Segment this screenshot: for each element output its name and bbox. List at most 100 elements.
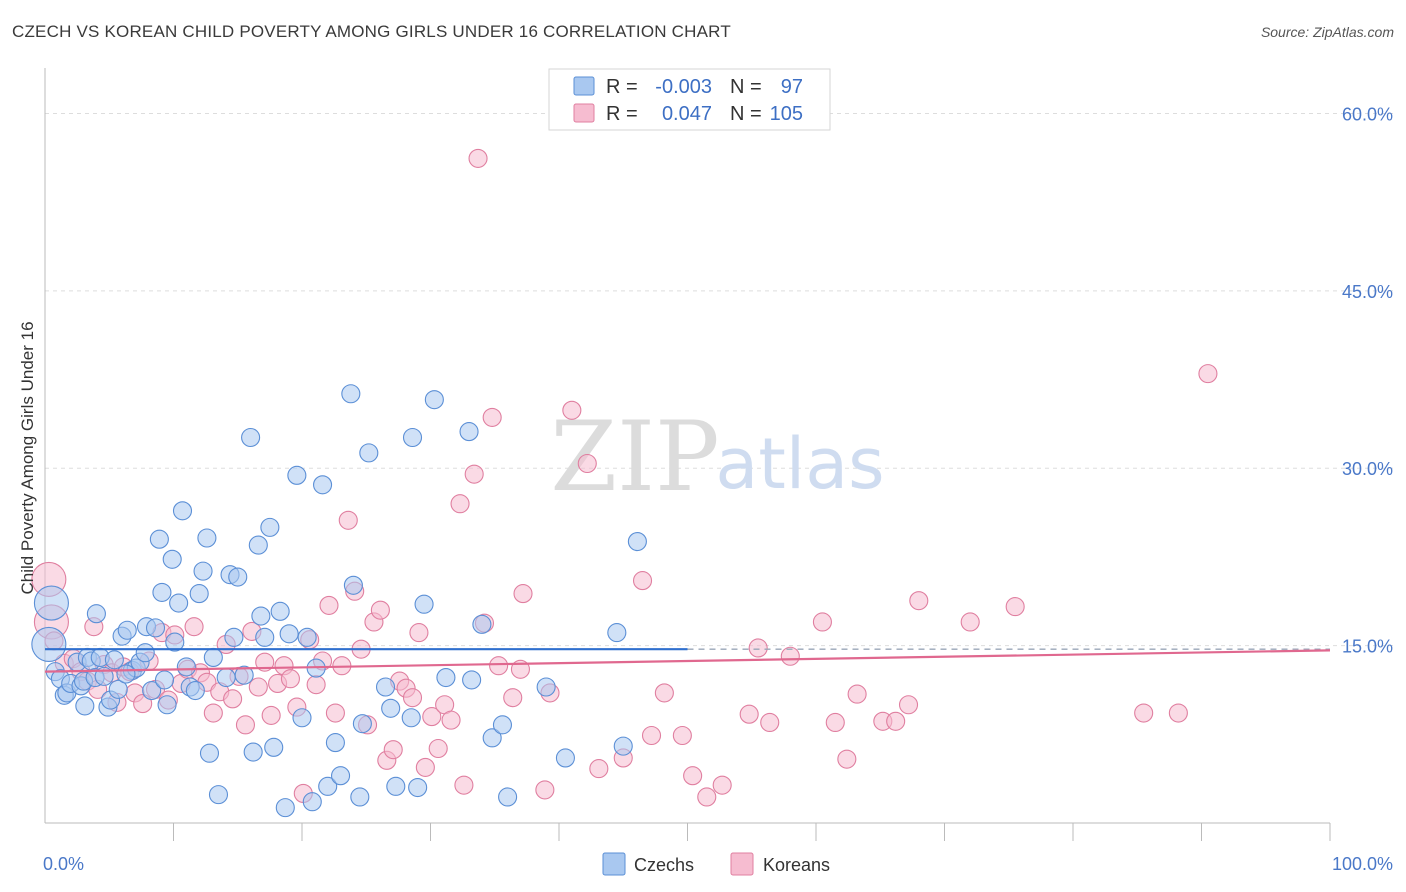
chart-title: CZECH VS KOREAN CHILD POVERTY AMONG GIRL… xyxy=(12,22,731,41)
chart-source: Source: ZipAtlas.com xyxy=(1260,24,1394,40)
czech-point xyxy=(169,593,189,613)
czech-point xyxy=(116,664,136,684)
korean-n-value: 105 xyxy=(770,103,803,125)
czech-point xyxy=(33,585,69,621)
czech-point xyxy=(203,647,223,667)
czech-point xyxy=(352,714,372,734)
y-tick-label: 45.0% xyxy=(1342,282,1393,302)
czech-point xyxy=(255,627,275,647)
korean-point xyxy=(428,738,448,759)
czech-point xyxy=(408,777,428,798)
korean-point xyxy=(203,703,223,723)
tick-labels: 15.0% 30.0% 45.0% 60.0% 0.0% 100.0% xyxy=(43,104,1393,874)
czech-point xyxy=(162,549,182,569)
korean-point xyxy=(280,669,300,689)
y-tick-label: 15.0% xyxy=(1342,637,1393,657)
czech-point xyxy=(234,665,254,685)
czech-point xyxy=(176,657,196,677)
korean-point xyxy=(909,591,929,611)
czech-point xyxy=(152,582,172,602)
korean-point xyxy=(441,710,461,730)
korean-point xyxy=(503,688,523,708)
korean-point xyxy=(672,725,692,746)
korean-point xyxy=(468,148,488,168)
czech-point xyxy=(472,614,492,634)
czech-point xyxy=(157,695,177,715)
korean-point xyxy=(1134,703,1154,723)
korean-point xyxy=(370,600,390,620)
czech-point xyxy=(386,776,406,796)
legend-label-koreans: Koreans xyxy=(763,855,830,875)
korean-trend-line xyxy=(44,649,1331,673)
czech-point xyxy=(142,681,162,701)
korean-r-label: R = xyxy=(606,103,638,125)
czech-point xyxy=(279,624,299,644)
czech-point xyxy=(287,465,307,485)
korean-point xyxy=(812,612,832,632)
korean-point xyxy=(482,407,502,427)
korean-point xyxy=(325,703,345,723)
korean-point xyxy=(898,695,919,715)
axes xyxy=(44,68,1331,841)
korean-point xyxy=(450,494,470,514)
czech-point xyxy=(375,677,396,697)
korean-point xyxy=(641,725,662,746)
czech-point xyxy=(318,776,338,796)
korean-point xyxy=(422,707,442,727)
legend-swatch-czechs xyxy=(602,852,626,876)
czech-point xyxy=(325,733,345,753)
watermark-atlas: atlas xyxy=(715,423,884,505)
czech-point xyxy=(149,529,169,549)
czech-point xyxy=(343,575,363,595)
korean-point xyxy=(464,464,484,484)
czech-point xyxy=(498,787,518,807)
legend-swatch-koreans xyxy=(730,852,754,876)
korean-point xyxy=(760,712,780,733)
czech-point xyxy=(145,618,166,638)
czech-point xyxy=(75,696,95,716)
korean-point xyxy=(248,677,268,697)
czech-n-value: 97 xyxy=(781,76,803,98)
korean-point xyxy=(133,694,153,714)
czech-point xyxy=(31,626,67,662)
korean-point xyxy=(577,453,597,474)
czech-point xyxy=(165,632,185,652)
korean-point xyxy=(255,652,275,672)
korean-point xyxy=(235,715,256,735)
korean-point xyxy=(697,787,717,807)
czech-point xyxy=(536,677,556,697)
czech-point xyxy=(462,670,482,690)
korean-point xyxy=(886,711,906,731)
czech-point xyxy=(555,748,575,768)
korean-point xyxy=(402,688,423,708)
grid-lines xyxy=(45,112,1395,647)
korean-point xyxy=(415,757,435,777)
korean-point xyxy=(383,740,403,760)
czech-point xyxy=(241,427,261,448)
korean-point xyxy=(712,775,732,795)
czech-point xyxy=(414,594,434,614)
czech-point xyxy=(228,567,248,587)
czech-point xyxy=(94,666,114,686)
legend-label-czechs: Czechs xyxy=(634,855,694,875)
korean-point xyxy=(184,617,204,637)
czech-point xyxy=(313,475,333,495)
czech-point xyxy=(243,742,263,762)
y-tick-label: 60.0% xyxy=(1342,104,1393,124)
czech-point xyxy=(208,785,229,805)
czech-point xyxy=(436,667,456,688)
watermark: ZIP atlas xyxy=(550,401,884,513)
korean-point xyxy=(837,749,857,769)
czech-point xyxy=(199,743,220,763)
korean-point xyxy=(261,705,281,725)
czech-point xyxy=(424,390,444,410)
korean-point xyxy=(825,712,845,733)
korean-point xyxy=(1198,364,1218,384)
czech-point xyxy=(154,670,175,690)
czech-point xyxy=(86,604,106,624)
korean-point xyxy=(562,400,582,420)
korean-point xyxy=(632,571,653,591)
czech-point xyxy=(248,535,268,555)
czech-point xyxy=(216,667,236,688)
czech-point xyxy=(251,606,271,626)
